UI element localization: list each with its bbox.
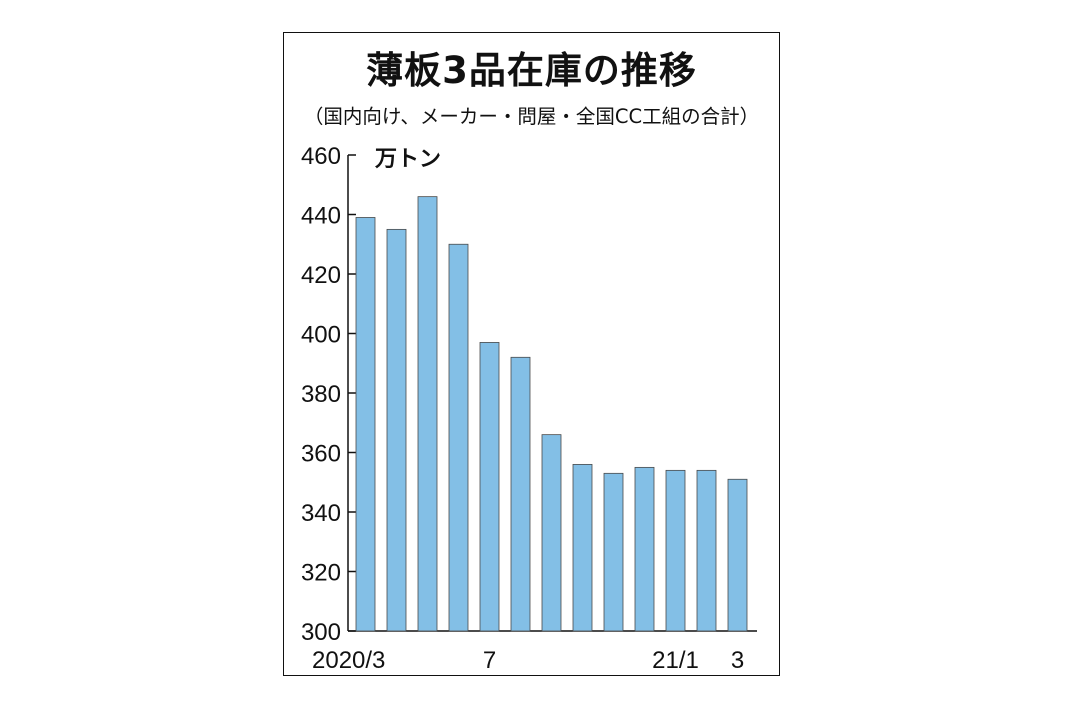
- x-tick-label: 21/1: [652, 647, 699, 674]
- x-tick-labels: 2020/3 7 21/1 3: [312, 647, 744, 674]
- y-tick-label: 320: [301, 560, 341, 587]
- y-tick-label: 460: [301, 143, 341, 170]
- bar-2020-3: [355, 217, 376, 632]
- x-tick-label: 2020/3: [312, 647, 385, 674]
- bar-11: [603, 472, 624, 632]
- y-unit-label: 万トン: [374, 147, 441, 172]
- y-tick-label: 380: [301, 381, 341, 408]
- chart-subtitle: （国内向け、メーカー・問屋・全国CC工組の合計）: [303, 105, 760, 128]
- bar-3: [727, 478, 748, 632]
- x-tick-label: 3: [731, 647, 744, 674]
- bar-10: [572, 463, 593, 632]
- bar-5: [417, 196, 438, 632]
- y-tick-label: 360: [301, 441, 341, 468]
- bars: [355, 196, 748, 632]
- bar-6: [448, 243, 469, 632]
- y-tick-labels: 300 320 340 360 380 400 420 440 460: [301, 143, 341, 646]
- y-tick-label: 420: [301, 262, 341, 289]
- bar-21-1: [665, 469, 686, 632]
- y-tick-label: 440: [301, 203, 341, 230]
- bar-7: [479, 342, 500, 632]
- bar-9: [541, 434, 562, 632]
- y-tick-label: 340: [301, 500, 341, 527]
- x-tick-label: 7: [483, 647, 496, 674]
- y-tick-label: 400: [301, 322, 341, 349]
- bar-4: [386, 228, 407, 632]
- bar-12: [634, 466, 655, 632]
- bar-2: [696, 469, 717, 632]
- y-tick-label: 300: [301, 619, 341, 646]
- bar-8: [510, 356, 531, 632]
- chart-title: 薄板3品在庫の推移: [366, 49, 697, 92]
